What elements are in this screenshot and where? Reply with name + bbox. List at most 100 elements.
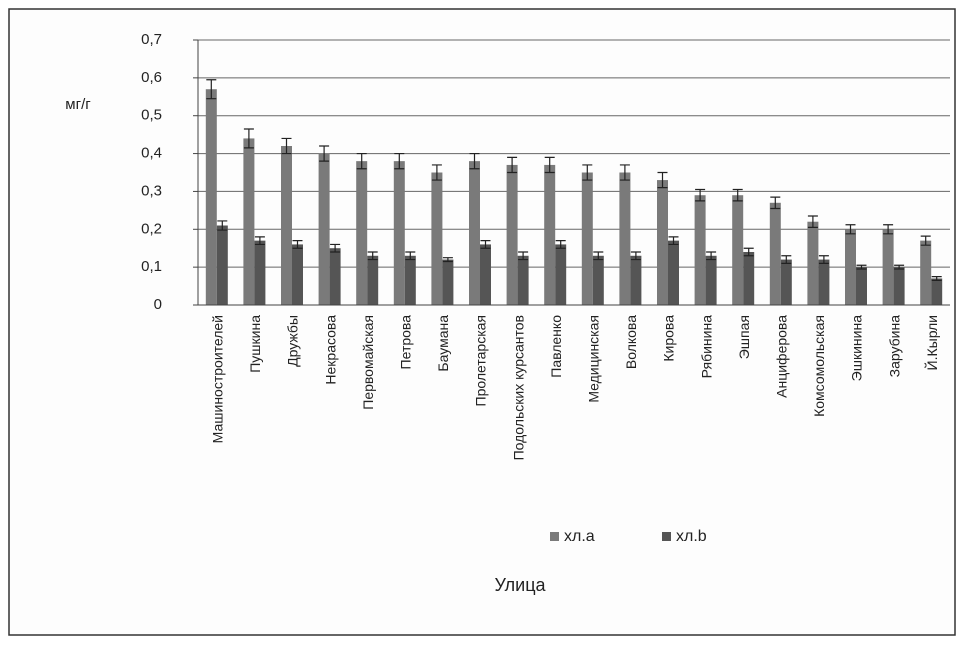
error-bar [469,152,480,170]
x-tick-label: Волкова [623,315,639,369]
bar [882,229,894,305]
error-bar [630,251,641,261]
bar [404,255,416,305]
x-tick-label: Павленко [548,315,564,378]
error-bar [920,235,931,246]
bar [329,248,341,305]
bar [657,180,668,305]
error-bar [405,251,416,261]
error-bar [367,251,378,261]
error-bar [619,164,630,181]
error-bar [845,224,856,235]
error-bar [931,276,942,281]
y-tick-label: 0,2 [141,220,162,237]
bar [780,259,792,305]
bar [807,221,819,305]
bar [743,252,755,305]
x-tick-label: Эшкинина [849,315,865,382]
error-bar [668,236,679,246]
error-bar [706,251,717,261]
y-tick-label: 0,7 [141,31,162,48]
bar [254,240,266,305]
bar [769,202,781,305]
y-axis-title: мг/г [65,96,91,113]
x-tick-label: Эшпая [736,315,752,359]
error-bar [243,128,254,149]
y-tick-label: 0,5 [141,107,162,124]
bar [705,255,717,305]
x-tick-label: Медицинская [586,315,602,403]
y-tick-label: 0,3 [141,182,162,199]
x-tick-label: Подольских курсантов [510,315,526,460]
error-bar [807,215,818,228]
bar [592,255,604,305]
x-tick-label: Баумана [435,315,451,372]
bar [694,195,706,305]
error-bar [217,220,228,231]
bar [931,278,943,305]
x-tick-label: Комсомольская [811,315,827,417]
y-tick-label: 0 [154,296,162,313]
bar [845,229,856,305]
bar [469,161,480,305]
bar [243,138,255,305]
error-bar [883,224,894,235]
error-bar [555,240,566,249]
error-bar [518,251,529,261]
bar [292,244,303,305]
bar [205,89,217,305]
error-bar [894,264,905,270]
bar [581,172,593,305]
frame [8,8,956,636]
error-bar [732,188,743,202]
error-bar [356,152,367,170]
x-tick-label: Петрова [398,315,414,370]
x-tick-label: Й.Кырли [923,315,940,370]
bar [506,164,518,305]
error-bar [330,243,341,253]
y-tick-label: 0,6 [141,69,162,86]
bar [920,240,932,305]
error-bar [770,196,781,210]
bar [818,259,830,305]
error-bar [695,188,706,202]
error-bar [657,171,668,189]
y-tick-label: 0,4 [141,145,162,162]
bar [281,146,292,305]
error-bar [394,152,405,170]
bar [856,267,867,305]
x-tick-label: Пушкина [247,315,263,373]
bar [480,244,491,305]
x-tick-label: Анциферова [774,315,790,398]
error-bar [281,137,292,155]
error-bar [292,240,303,249]
bar [318,153,330,305]
bar [356,161,368,305]
error-bar [507,156,518,174]
x-axis-title: Улица [494,575,546,595]
x-tick-label: Некрасова [322,315,338,385]
error-bar [431,164,442,181]
x-tick-label: Кирова [661,315,677,362]
error-bar [254,236,265,246]
error-bar [544,156,555,174]
bar [367,255,379,305]
legend-swatch [662,532,671,541]
x-tick-label: Машиностроителей [210,315,226,443]
x-tick-label: Пролетарская [473,315,489,406]
bar [619,172,631,305]
x-tick-label: Первомайская [360,315,376,410]
bar [442,259,454,305]
legend-swatch [550,532,559,541]
bar [393,161,405,305]
bar [893,267,905,305]
error-bar [206,79,217,100]
bar [630,255,642,305]
error-bar [480,240,491,249]
legend-label: хл.b [676,528,707,545]
x-tick-label: Дружбы [285,315,301,367]
error-bar [781,255,792,264]
y-tick-label: 0,1 [141,258,162,275]
error-bar [442,257,453,263]
